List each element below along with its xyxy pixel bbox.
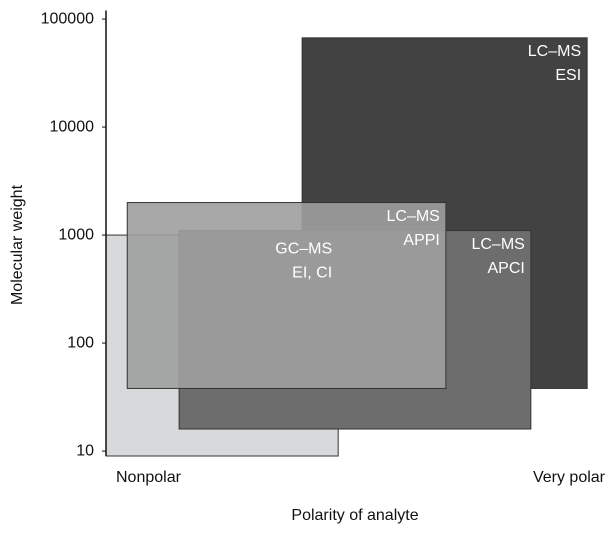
y-tick-label: 10 — [76, 442, 94, 459]
y-tick-label: 100000 — [41, 10, 94, 27]
box-label: LC–MS — [387, 208, 440, 225]
y-tick-label: 10000 — [50, 118, 95, 135]
box-label: EI, CI — [292, 264, 332, 281]
x-axis-title: Polarity of analyte — [291, 507, 418, 524]
x-tick-label: Very polar — [533, 469, 606, 486]
box-label: LC–MS — [528, 43, 581, 60]
y-tick-label: 1000 — [58, 226, 94, 243]
box-label: APPI — [403, 232, 439, 249]
box-label: GC–MS — [275, 240, 332, 257]
box-label: LC–MS — [471, 236, 524, 253]
y-axis-title: Molecular weight — [9, 184, 26, 305]
box-label: ESI — [555, 67, 581, 84]
x-tick-label: Nonpolar — [116, 469, 182, 486]
range-box — [126, 202, 447, 389]
box-label: APCI — [487, 260, 524, 277]
y-tick-label: 100 — [67, 334, 94, 351]
